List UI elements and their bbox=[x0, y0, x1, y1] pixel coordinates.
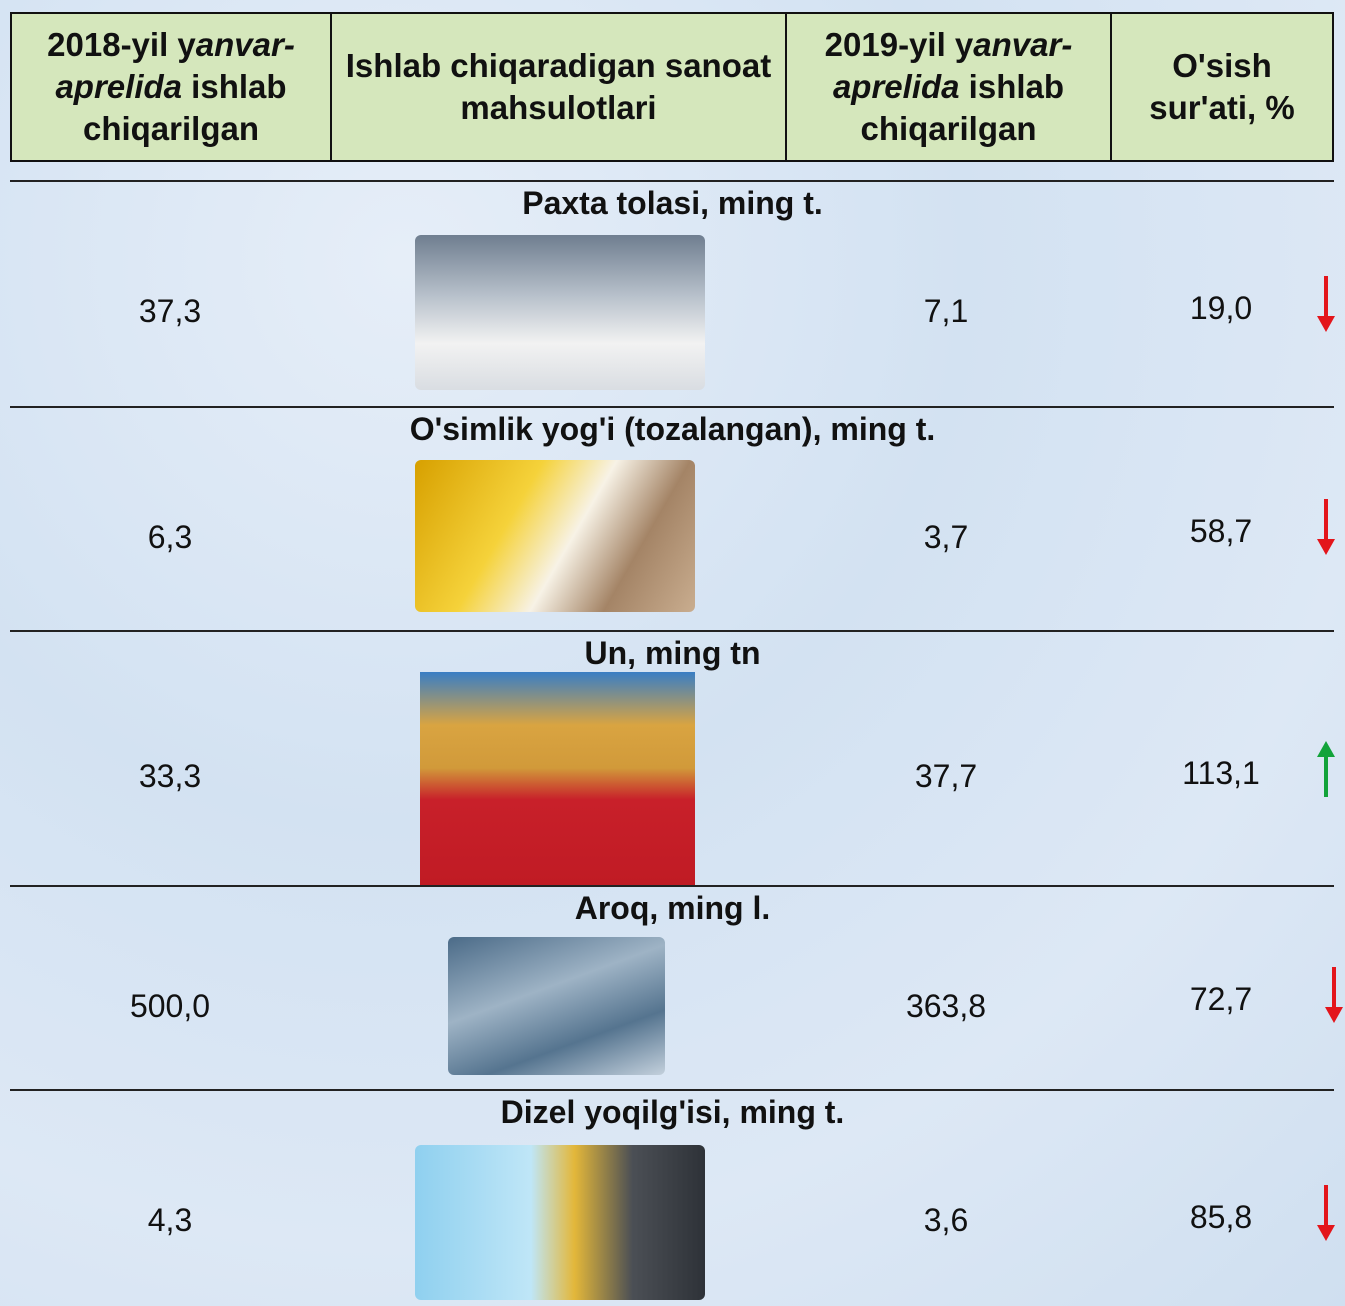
trend-arrow bbox=[1325, 967, 1343, 1023]
trend-arrow bbox=[1317, 1185, 1335, 1241]
image-bottling bbox=[448, 937, 665, 1075]
value-2018: 6,3 bbox=[147, 519, 193, 555]
row-separator bbox=[10, 1089, 1334, 1091]
row-title: Un, ming tn bbox=[584, 635, 761, 671]
image-cotton bbox=[415, 235, 705, 390]
header-cell: O'sish sur'ati, % bbox=[1110, 12, 1334, 162]
row-separator bbox=[10, 406, 1334, 408]
growth-rate: 19,0 bbox=[1189, 290, 1253, 326]
image-flour bbox=[420, 672, 695, 885]
value-2019: 37,7 bbox=[914, 758, 978, 794]
row-separator bbox=[10, 180, 1334, 182]
header-cell: 2018-yil yanvar-aprelida ishlab chiqaril… bbox=[10, 12, 332, 162]
value-2019: 3,6 bbox=[923, 1202, 969, 1238]
growth-rate: 72,7 bbox=[1189, 981, 1253, 1017]
trend-arrow bbox=[1317, 276, 1335, 332]
row-separator bbox=[10, 630, 1334, 632]
value-2018: 33,3 bbox=[138, 758, 202, 794]
header-cell: Ishlab chiqaradigan sanoat mahsulotlari bbox=[330, 12, 787, 162]
image-oil bbox=[415, 460, 695, 612]
row-title: Dizel yoqilg'isi, ming t. bbox=[500, 1094, 845, 1130]
row-title: Paxta tolasi, ming t. bbox=[522, 185, 823, 221]
row-separator bbox=[10, 885, 1334, 887]
header-cell: 2019-yil yanvar-aprelida ishlab chiqaril… bbox=[785, 12, 1112, 162]
growth-rate: 113,1 bbox=[1182, 755, 1260, 791]
value-2018: 37,3 bbox=[138, 293, 202, 329]
image-diesel bbox=[415, 1145, 705, 1300]
value-2018: 500,0 bbox=[129, 988, 211, 1024]
value-2019: 7,1 bbox=[923, 293, 969, 329]
row-title: Aroq, ming l. bbox=[574, 890, 771, 926]
value-2019: 363,8 bbox=[905, 988, 987, 1024]
trend-arrow bbox=[1317, 499, 1335, 555]
value-2018: 4,3 bbox=[147, 1202, 193, 1238]
row-title: O'simlik yog'i (tozalangan), ming t. bbox=[409, 411, 936, 447]
growth-rate: 85,8 bbox=[1189, 1199, 1253, 1235]
value-2019: 3,7 bbox=[923, 519, 969, 555]
trend-arrow bbox=[1317, 741, 1335, 797]
growth-rate: 58,7 bbox=[1189, 513, 1253, 549]
